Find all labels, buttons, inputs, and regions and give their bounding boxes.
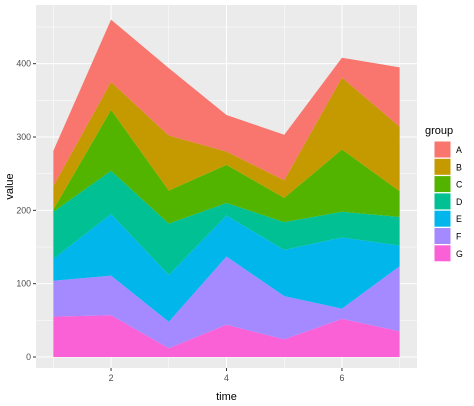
legend-label-e: E: [456, 214, 462, 224]
area-series-d: [53, 170, 400, 275]
x-axis-title: time: [216, 391, 237, 403]
area-series-f: [53, 256, 400, 349]
y-tick-label: 200: [16, 205, 31, 215]
y-tick-label: 0: [26, 352, 31, 362]
legend-key-a: [433, 140, 452, 159]
x-axis: 2 4 6: [109, 368, 345, 383]
legend-title: group: [425, 125, 453, 137]
x-tick-label: 4: [224, 373, 229, 383]
legend-label-f: F: [456, 232, 462, 242]
legend-label-c: C: [456, 180, 463, 190]
legend-label-a: A: [456, 145, 462, 155]
legend-label-g: G: [456, 249, 463, 259]
legend-label-d: D: [456, 197, 462, 207]
x-tick-label: 2: [109, 373, 114, 383]
y-axis: 0 100 200 300 400: [16, 59, 36, 362]
legend-key-c: [433, 175, 452, 194]
legend-key-e: [433, 209, 452, 228]
area-series-c: [53, 109, 400, 224]
area-series-a: [53, 19, 400, 187]
y-tick-label: 100: [16, 279, 31, 289]
area-series: [53, 19, 400, 357]
legend-label-b: B: [456, 162, 462, 172]
legend-key-b: [433, 157, 452, 176]
area-series-b: [53, 77, 400, 210]
x-tick-label: 6: [340, 373, 345, 383]
y-axis-title: value: [4, 173, 16, 199]
legend-key-g: [433, 244, 452, 263]
area-series-g: [53, 315, 400, 357]
legend-key-f: [433, 227, 452, 245]
y-tick-label: 400: [16, 59, 31, 69]
y-tick-label: 300: [16, 132, 31, 142]
area-series-e: [53, 214, 400, 322]
legend-key-d: [433, 192, 452, 211]
